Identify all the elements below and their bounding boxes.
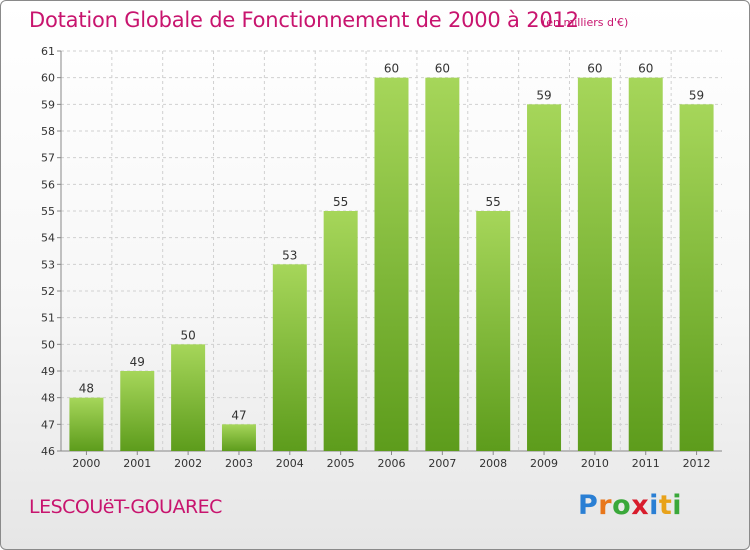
bar-value-label: 50 xyxy=(180,328,195,342)
y-tick-label: 51 xyxy=(41,312,55,325)
bar-value-label: 60 xyxy=(638,62,653,76)
y-tick-label: 58 xyxy=(41,125,55,138)
logo-letter: i xyxy=(649,490,659,521)
bar xyxy=(577,77,612,452)
y-tick-label: 49 xyxy=(41,365,55,378)
x-tick-label: 2007 xyxy=(428,457,456,470)
bar xyxy=(374,77,409,452)
data-labels: 48 49 50 47 53 55 60 60 55 59 60 60 59 xyxy=(79,62,704,423)
x-tick-label: 2000 xyxy=(72,457,100,470)
bar-value-label: 55 xyxy=(333,195,348,209)
bar-value-label: 60 xyxy=(384,62,399,76)
bar-value-label: 53 xyxy=(282,248,297,262)
y-tick-label: 47 xyxy=(41,418,55,431)
logo-letter: x xyxy=(631,490,650,521)
y-tick-label: 56 xyxy=(41,178,55,191)
y-tick-label: 59 xyxy=(41,98,55,111)
logo-letter: r xyxy=(598,490,613,521)
x-tick-label: 2004 xyxy=(276,457,304,470)
y-tick-label: 60 xyxy=(41,72,55,85)
x-tick-label: 2012 xyxy=(683,457,711,470)
y-tick-label: 57 xyxy=(41,152,55,165)
bar-value-label: 59 xyxy=(689,88,704,102)
axes: 46 47 48 49 50 51 52 53 54 55 56 57 58 59 60 61 2000 2001… xyxy=(41,45,722,470)
bar-value-label: 60 xyxy=(435,62,450,76)
y-tick-label: 55 xyxy=(41,205,55,218)
bar-value-label: 49 xyxy=(130,355,145,369)
bar-value-label: 60 xyxy=(587,62,602,76)
bar xyxy=(69,397,104,451)
y-tick-label: 61 xyxy=(41,45,55,58)
logo-letter: P xyxy=(578,490,599,521)
bar xyxy=(323,211,358,451)
bar-value-label: 59 xyxy=(536,88,551,102)
chart-title: Dotation Globale de Fonctionnement de 20… xyxy=(29,8,579,32)
x-tick-label: 2010 xyxy=(581,457,609,470)
bar-value-label: 55 xyxy=(486,195,501,209)
bars xyxy=(69,77,714,452)
y-tick-label: 52 xyxy=(41,285,55,298)
bar xyxy=(425,77,460,452)
y-tick-label: 48 xyxy=(41,392,55,405)
x-tick-label: 2008 xyxy=(479,457,507,470)
chart-subtitle: (en milliers d'€) xyxy=(542,16,629,29)
logo-letter: i xyxy=(672,490,683,521)
logo-letter: o xyxy=(612,490,632,521)
x-tick-label: 2005 xyxy=(327,457,355,470)
x-tick-label: 2001 xyxy=(123,457,151,470)
bar xyxy=(120,371,155,451)
bar xyxy=(272,264,307,451)
logo-letter: t xyxy=(658,490,673,521)
bar-value-label: 48 xyxy=(79,382,94,396)
commune-name: LESCOUëT-GOUAREC xyxy=(29,496,222,518)
x-tick-label: 2011 xyxy=(632,457,660,470)
bar xyxy=(628,77,663,452)
bar xyxy=(476,211,511,451)
bar-value-label: 47 xyxy=(231,408,246,422)
bar xyxy=(221,424,256,451)
y-tick-label: 46 xyxy=(41,445,55,458)
y-tick-label: 54 xyxy=(41,232,55,245)
y-tick-label: 50 xyxy=(41,338,55,351)
proxiti-logo: Proxiti xyxy=(578,490,682,521)
x-tick-label: 2003 xyxy=(225,457,253,470)
y-tick-label: 53 xyxy=(41,258,55,271)
bar xyxy=(679,104,714,451)
x-tick-label: 2002 xyxy=(174,457,202,470)
x-tick-label: 2009 xyxy=(530,457,558,470)
bar xyxy=(171,344,206,451)
bar xyxy=(527,104,562,451)
x-tick-label: 2006 xyxy=(378,457,406,470)
